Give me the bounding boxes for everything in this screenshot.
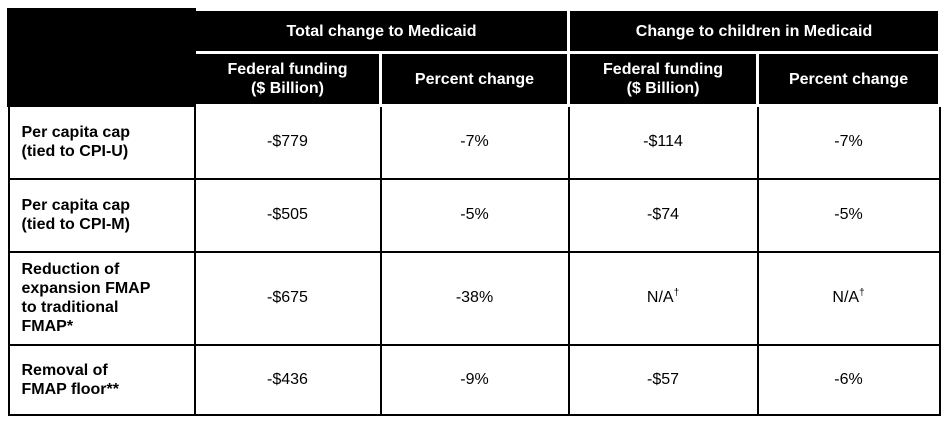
group-header-total-change: Total change to Medicaid xyxy=(192,8,571,54)
column-header-row: Federal funding ($ Billion) Percent chan… xyxy=(9,51,942,107)
corner-cell xyxy=(7,8,196,107)
data-cell: -5% xyxy=(379,177,570,253)
data-cell: -$779 xyxy=(193,104,382,180)
table-row-per-capita-cap-cpi-m: Per capita cap (tied to CPI-M) -$505 -5%… xyxy=(7,177,941,253)
col-header-percent-change-children: Percent change xyxy=(756,51,942,107)
data-cell: -38% xyxy=(379,250,570,346)
data-cell: -$436 xyxy=(193,343,382,416)
table-row-reduction-expansion-fmap: Reduction of expansion FMAP to tradition… xyxy=(7,250,941,346)
data-cell: -7% xyxy=(379,104,570,180)
medicaid-impact-table: Total change to Medicaid Change to child… xyxy=(7,8,942,416)
row-label: Per capita cap (tied to CPI-U) xyxy=(7,104,196,180)
row-label: Reduction of expansion FMAP to tradition… xyxy=(7,250,196,346)
data-cell: -9% xyxy=(379,343,570,416)
data-cell: N/A† xyxy=(756,250,941,346)
col-header-federal-funding-total: Federal funding ($ Billion) xyxy=(193,51,382,107)
table-row-per-capita-cap-cpi-u: Per capita cap (tied to CPI-U) -$779 -7%… xyxy=(7,104,941,180)
data-cell: -6% xyxy=(756,343,941,416)
data-cell: -$74 xyxy=(567,177,759,253)
table-header: Total change to Medicaid Change to child… xyxy=(7,8,942,107)
group-header-row: Total change to Medicaid Change to child… xyxy=(7,8,942,107)
table-row-removal-fmap-floor: Removal of FMAP floor** -$436 -9% -$57 -… xyxy=(7,343,941,416)
table-body: Per capita cap (tied to CPI-U) -$779 -7%… xyxy=(7,104,941,416)
col-header-percent-change-total: Percent change xyxy=(378,51,571,107)
data-cell: -$675 xyxy=(193,250,382,346)
row-label: Removal of FMAP floor** xyxy=(7,343,196,416)
group-header-children-change: Change to children in Medicaid xyxy=(567,8,942,54)
data-cell: -$505 xyxy=(193,177,382,253)
data-cell: -$57 xyxy=(567,343,759,416)
data-cell: N/A† xyxy=(567,250,759,346)
col-header-federal-funding-children: Federal funding ($ Billion) xyxy=(567,51,760,107)
data-cell: -5% xyxy=(756,177,941,253)
data-cell: -7% xyxy=(756,104,941,180)
row-label: Per capita cap (tied to CPI-M) xyxy=(7,177,196,253)
data-cell: -$114 xyxy=(567,104,759,180)
